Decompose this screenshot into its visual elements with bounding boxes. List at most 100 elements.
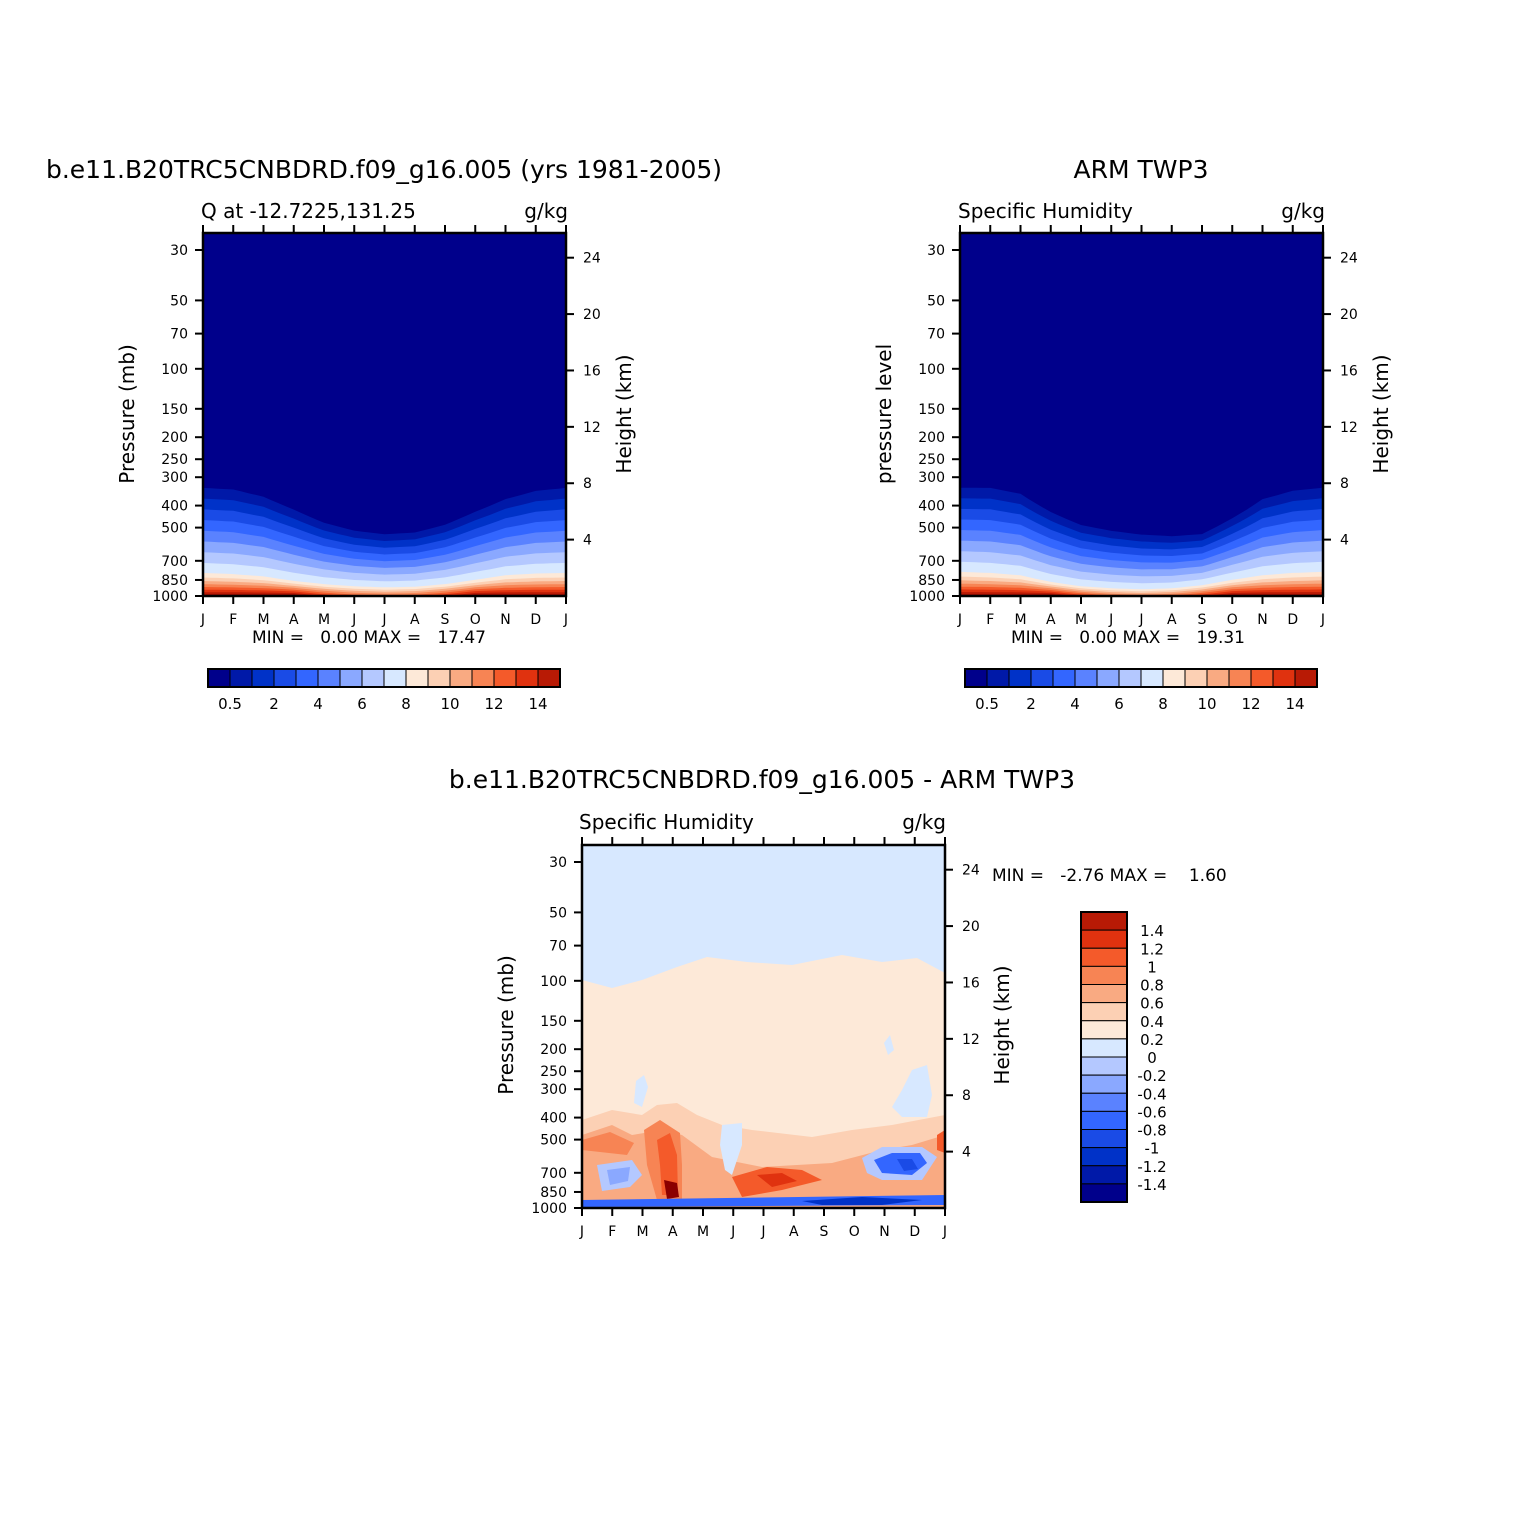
colorbar-box [986, 668, 1010, 688]
colorbar-box [1184, 668, 1208, 688]
x-tick-label: M [318, 612, 330, 628]
colorbar-label: 8 [401, 695, 411, 713]
x-tick-label: J [1108, 612, 1113, 628]
y-tick-label: 300 [161, 470, 188, 486]
y-right-tick-label: 4 [962, 1145, 971, 1161]
panel-diff-title: b.e11.B20TRC5CNBDRD.f09_g16.005 - ARM TW… [449, 765, 1075, 794]
colorbar-box [1272, 668, 1296, 688]
colorbar-label: 0.5 [975, 695, 999, 713]
colorbar-box [251, 668, 275, 688]
y-tick-label: 1000 [152, 589, 188, 605]
y-tick-label: 50 [549, 905, 567, 921]
x-tick-label: D [1287, 612, 1298, 628]
y-right-tick-label: 24 [962, 863, 980, 879]
colorbar-box [1080, 1056, 1128, 1076]
y-right-tick-label: 24 [583, 251, 601, 267]
y-right-tick-label: 16 [583, 363, 601, 379]
y-tick-label: 50 [170, 293, 188, 309]
x-tick-label: S [441, 612, 450, 628]
y-tick-label: 30 [170, 243, 188, 259]
y-right-tick-label: 20 [962, 919, 980, 935]
y-tick-label: 70 [170, 327, 188, 343]
y-tick-label: 150 [918, 402, 945, 418]
colorbar-label: 0.6 [1140, 995, 1164, 1013]
y-tick-label: 100 [540, 974, 567, 990]
y-tick-label: 700 [161, 554, 188, 570]
colorbar-box [1080, 1020, 1128, 1040]
y-right-tick-label: 16 [1340, 363, 1358, 379]
colorbar-label: 14 [528, 695, 547, 713]
colorbar-label: 12 [484, 695, 503, 713]
x-tick-label: M [636, 1224, 648, 1240]
colorbar-label: 6 [357, 695, 367, 713]
y-tick-label: 500 [540, 1133, 567, 1149]
y-right-tick-label: 12 [583, 420, 601, 436]
diff-blue [897, 1159, 918, 1171]
colorbar-label: -0.6 [1137, 1103, 1166, 1121]
x-tick-label: J [351, 612, 356, 628]
x-tick-label: F [229, 612, 237, 628]
panel-diff-minmax: MIN = -2.76 MAX = 1.60 [992, 866, 1227, 886]
x-tick-label: J [1138, 612, 1143, 628]
y-right-tick-label: 20 [1340, 307, 1358, 323]
colorbar-box [273, 668, 297, 688]
colorbar-box [317, 668, 341, 688]
colorbar-box [383, 668, 407, 688]
panel-obs-field [960, 233, 1323, 596]
colorbar-box [229, 668, 253, 688]
colorbar-box [1080, 1110, 1128, 1130]
colorbar-frame [964, 668, 1318, 688]
x-tick-label: N [1257, 612, 1267, 628]
x-tick-label: O [1227, 612, 1238, 628]
y-right-tick-label: 8 [1340, 476, 1349, 492]
colorbar-label: -0.8 [1137, 1122, 1166, 1140]
x-tick-label: M [257, 612, 269, 628]
colorbar-box [1096, 668, 1120, 688]
colorbar-label: 0.5 [218, 695, 242, 713]
y-right-tick-label: 16 [962, 975, 980, 991]
y-tick-label: 200 [918, 430, 945, 446]
panel-model-minmax: MIN = 0.00 MAX = 17.47 [252, 628, 486, 648]
panel-model-subtitle-right: g/kg [524, 199, 568, 223]
y-tick-label: 850 [540, 1185, 567, 1201]
colorbar-box [537, 668, 561, 688]
y-right-tick-label: 8 [583, 476, 592, 492]
y-right-tick-label: 20 [583, 307, 601, 323]
colorbar-label: 2 [269, 695, 279, 713]
colorbar-box [1140, 668, 1164, 688]
panel-obs-colorbar: 0.5 2 4 6 8 10 12 14 [964, 668, 1318, 713]
colorbar-box [1080, 911, 1128, 931]
colorbar-label: -0.2 [1137, 1067, 1166, 1085]
x-tick-label: N [879, 1224, 889, 1240]
x-tick-label: J [730, 1224, 735, 1240]
x-tick-label: O [849, 1224, 860, 1240]
x-tick-label: F [986, 612, 994, 628]
colorbar-label: 0.8 [1140, 977, 1164, 995]
panel-model-field [203, 233, 566, 596]
panel-model-ylabel: Pressure (mb) [115, 344, 139, 484]
colorbar-label: 10 [1197, 695, 1216, 713]
colorbar-label: 0.4 [1140, 1013, 1164, 1031]
y-tick-label: 30 [549, 855, 567, 871]
y-right-tick-label: 4 [583, 533, 592, 549]
colorbar-label: 6 [1114, 695, 1124, 713]
x-tick-label: S [1198, 612, 1207, 628]
x-tick-label: S [820, 1224, 829, 1240]
diff-blob [582, 1132, 634, 1155]
colorbar-box [1080, 1038, 1128, 1058]
colorbar-box [427, 668, 451, 688]
colorbar-box [1030, 668, 1054, 688]
diff-blob [757, 1173, 797, 1187]
colorbar-label: 0.2 [1140, 1031, 1164, 1049]
colorbar-box [405, 668, 429, 688]
panel-diff-subtitle-left: Specific Humidity [579, 810, 754, 834]
x-tick-label: O [470, 612, 481, 628]
colorbar-box [1080, 1183, 1128, 1203]
x-tick-label: A [410, 612, 420, 628]
diff-blue [884, 1035, 894, 1055]
y-tick-label: 250 [918, 452, 945, 468]
y-tick-label: 70 [927, 327, 945, 343]
